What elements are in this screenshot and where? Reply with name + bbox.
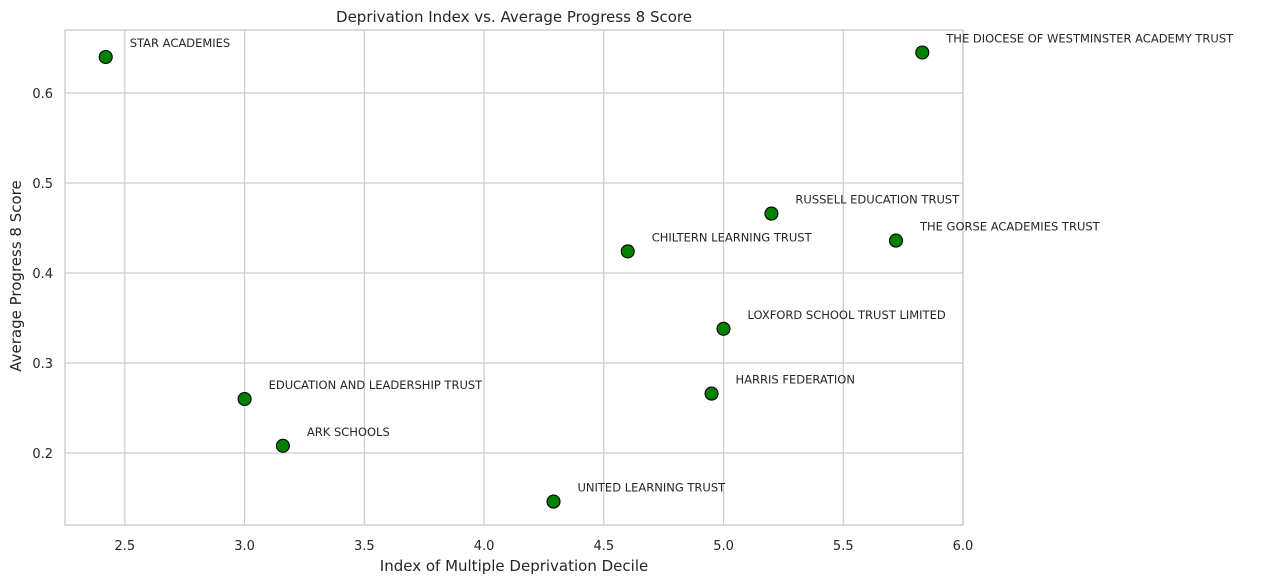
y-tick-label: 0.3: [32, 357, 53, 372]
x-tick-label: 4.5: [593, 539, 614, 554]
plot-frame: [64, 29, 964, 526]
y-axis-label: Average Progress 8 Score: [7, 180, 25, 371]
point-layer: [98, 45, 930, 509]
y-tick-label: 0.2: [32, 447, 53, 462]
label-layer: STAR ACADEMIES THE DIOCESE OF WESTMINSTER…: [130, 32, 1234, 495]
scatter-point: [275, 438, 290, 453]
point-label: STAR ACADEMIES: [130, 36, 231, 50]
scatter-point: [915, 45, 930, 60]
grid-layer: [65, 30, 964, 525]
point-label: LOXFORD SCHOOL TRUST LIMITED: [748, 308, 946, 322]
tick-layer: 2.5 3.0 3.5 4.0 4.5 5.0 5.5 6.0 0.2 0.3 0.4 0.5 0.6: [32, 87, 973, 554]
x-tick-label: 5.5: [833, 539, 854, 554]
scatter-point: [888, 233, 903, 248]
scatter-point: [704, 386, 719, 401]
x-tick-label: 4.0: [474, 539, 495, 554]
scatter-point: [716, 321, 731, 336]
point-label: EDUCATION AND LEADERSHIP TRUST: [269, 378, 484, 392]
x-tick-label: 2.5: [115, 539, 136, 554]
point-label: RUSSELL EDUCATION TRUST: [795, 193, 960, 207]
scatter-point: [98, 49, 113, 65]
scatter-point: [546, 494, 561, 509]
point-label: UNITED LEARNING TRUST: [578, 481, 727, 495]
point-label: THE GORSE ACADEMIES TRUST: [919, 220, 1101, 234]
point-label: CHILTERN LEARNING TRUST: [652, 230, 813, 244]
point-label: THE DIOCESE OF WESTMINSTER ACADEMY TRUST: [945, 32, 1234, 46]
x-tick-label: 5.0: [713, 539, 734, 554]
point-label: ARK SCHOOLS: [307, 425, 390, 439]
point-label: HARRIS FEDERATION: [736, 373, 855, 387]
scatter-point: [764, 206, 779, 221]
y-tick-label: 0.5: [32, 177, 53, 192]
x-tick-label: 3.0: [234, 539, 255, 554]
y-tick-label: 0.4: [32, 267, 53, 282]
x-axis-label: Index of Multiple Deprivation Decile: [380, 557, 648, 575]
x-tick-label: 3.5: [354, 539, 375, 554]
y-tick-label: 0.6: [32, 87, 53, 102]
x-tick-label: 6.0: [953, 539, 974, 554]
scatter-point: [620, 244, 635, 259]
chart-title: Deprivation Index vs. Average Progress 8…: [336, 8, 692, 26]
scatter-point: [237, 391, 252, 407]
